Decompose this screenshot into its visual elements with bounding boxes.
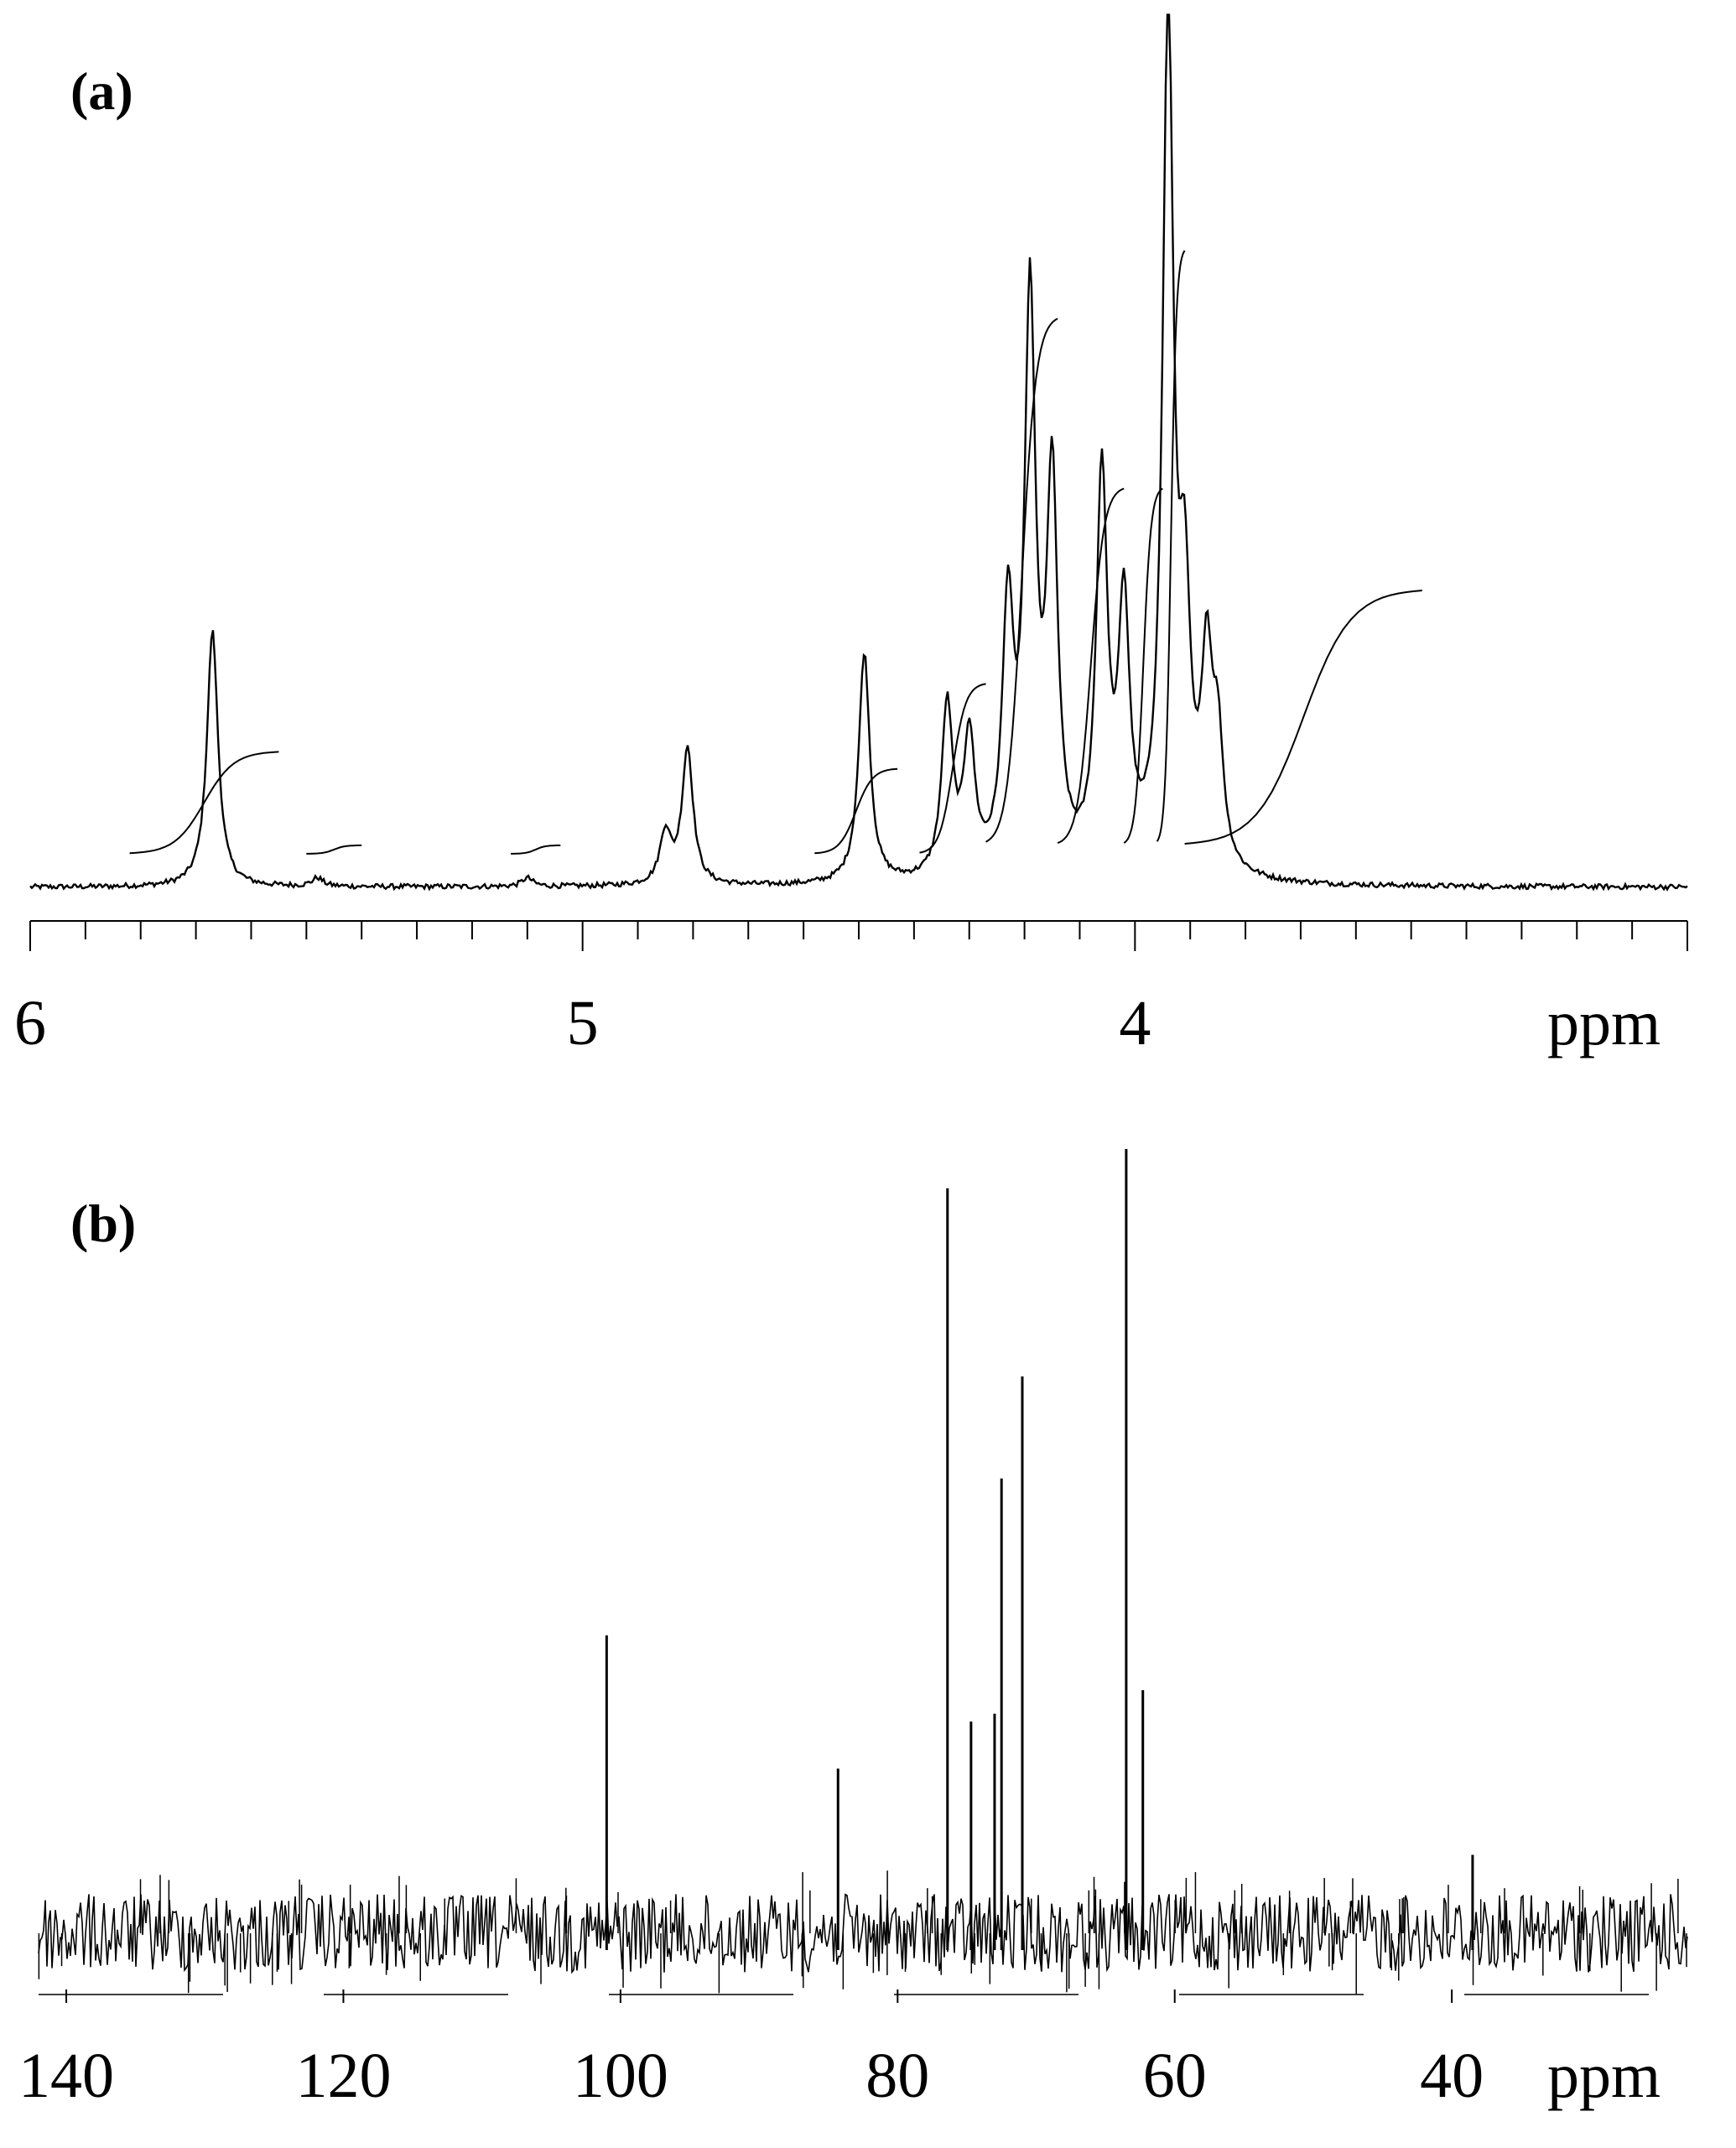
integral-curve [1156, 250, 1186, 842]
panel-a-label: (a) [70, 61, 133, 121]
panel-b-x-axis: 140 120 100 80 60 40 [18, 1989, 1687, 2111]
integral-curve [1184, 590, 1422, 845]
panel-b-label: (b) [70, 1194, 136, 1253]
panel-a-x-axis: 6 5 4 [14, 920, 1688, 1058]
proton-spectrum-line [29, 13, 1688, 892]
x-tick-label: 120 [295, 2041, 391, 2111]
panel-b-spectrum-trace [38, 1149, 1688, 1995]
panel-a-integral-curves [129, 250, 1422, 855]
x-tick-label: 5 [567, 988, 599, 1058]
integral-curve [1057, 487, 1125, 845]
integral-curve [985, 317, 1058, 843]
x-tick-label: 100 [573, 2041, 668, 2111]
panel-b-x-axis-unit: ppm [1547, 2041, 1661, 2111]
x-tick-label: 40 [1420, 2041, 1484, 2111]
x-tick-label: 60 [1143, 2041, 1207, 2111]
integral-curve [1123, 487, 1163, 844]
integral-curve [919, 683, 986, 854]
integral-curve [814, 767, 898, 855]
x-tick-label: 4 [1119, 988, 1151, 1058]
panel-a-x-axis-unit: ppm [1547, 988, 1661, 1058]
x-tick-label: 140 [18, 2041, 114, 2111]
x-tick-label: 6 [14, 988, 46, 1058]
integral-curve [511, 844, 561, 855]
integral-curve [306, 844, 362, 855]
integral-curve [129, 751, 279, 855]
panel-b-carbon-spectrum: (b) 140 120 100 80 60 40 ppm [18, 1149, 1688, 2111]
panel-a-proton-spectrum: (a) 6 5 4 ppm [14, 13, 1688, 1058]
x-tick-label: 80 [865, 2041, 929, 2111]
panel-a-spectrum-trace [29, 13, 1688, 892]
carbon-noise-baseline [38, 1893, 1688, 1974]
